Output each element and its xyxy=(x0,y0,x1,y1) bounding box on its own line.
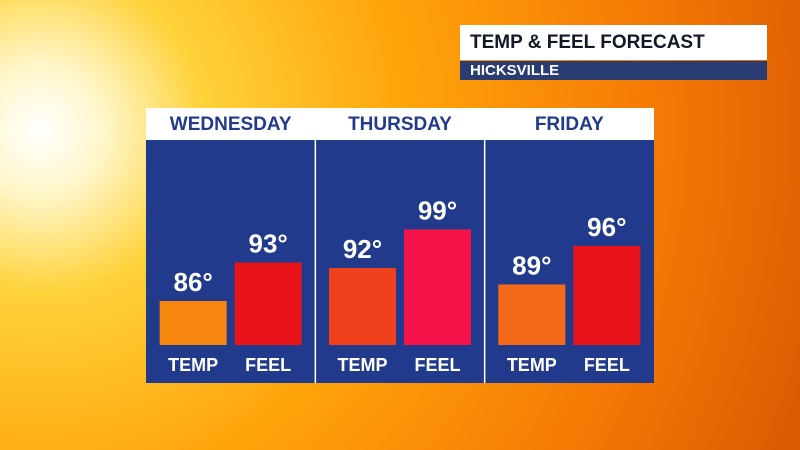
series-label: FEEL xyxy=(414,355,460,375)
value-label: 96° xyxy=(587,212,626,242)
subtitle-box xyxy=(460,61,767,80)
bar xyxy=(498,284,566,345)
series-label: TEMP xyxy=(507,355,557,375)
title-box xyxy=(460,25,767,60)
chart-title: TEMP & FEEL FORECAST xyxy=(470,32,705,53)
value-label: 89° xyxy=(512,250,551,280)
value-label: 86° xyxy=(174,267,213,297)
day-label: WEDNESDAY xyxy=(170,114,292,135)
value-label: 93° xyxy=(249,228,288,258)
series-label: FEEL xyxy=(245,355,291,375)
bar xyxy=(234,262,302,345)
header-strip xyxy=(146,108,654,140)
series-label: FEEL xyxy=(584,355,630,375)
bar xyxy=(329,268,396,345)
day-label: FRIDAY xyxy=(535,114,604,135)
value-label: 92° xyxy=(343,234,382,264)
series-label: TEMP xyxy=(168,355,218,375)
bar xyxy=(159,301,227,345)
day-label: THURSDAY xyxy=(348,114,452,135)
bar xyxy=(573,246,641,345)
value-label: 99° xyxy=(418,195,457,225)
bar xyxy=(404,229,471,345)
panel xyxy=(146,140,654,383)
series-label: TEMP xyxy=(337,355,387,375)
chart-subtitle: HICKSVILLE xyxy=(470,62,559,79)
